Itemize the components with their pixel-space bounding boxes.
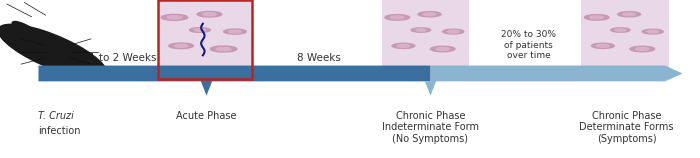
Circle shape (610, 28, 630, 32)
Circle shape (216, 47, 231, 51)
Text: infection: infection (38, 126, 81, 136)
Circle shape (424, 13, 436, 16)
Circle shape (430, 46, 455, 52)
Circle shape (592, 43, 615, 48)
Circle shape (584, 15, 609, 20)
Circle shape (643, 29, 664, 34)
Circle shape (385, 15, 410, 20)
Bar (382, 0, 469, 79)
Circle shape (416, 29, 426, 31)
Polygon shape (425, 66, 682, 96)
Circle shape (590, 16, 603, 19)
Circle shape (617, 12, 640, 17)
Circle shape (419, 12, 441, 17)
Circle shape (229, 30, 241, 33)
Text: 8 Weeks: 8 Weeks (297, 53, 340, 63)
Circle shape (391, 16, 404, 19)
Circle shape (169, 43, 193, 49)
Text: 20% to 30%
of patients
over time: 20% to 30% of patients over time (501, 30, 556, 60)
Circle shape (412, 28, 430, 32)
Circle shape (197, 11, 222, 17)
Text: Chronic Phase
Indeterminate Form
(No Symptoms): Chronic Phase Indeterminate Form (No Sym… (382, 111, 479, 144)
Bar (581, 0, 668, 79)
Circle shape (636, 47, 649, 51)
Bar (158, 0, 252, 79)
Circle shape (161, 14, 188, 20)
Circle shape (443, 29, 464, 34)
Circle shape (647, 30, 659, 33)
Text: Chronic Phase
Determinate Forms
(Symptoms): Chronic Phase Determinate Forms (Symptom… (580, 111, 673, 144)
Circle shape (224, 29, 246, 34)
Ellipse shape (0, 24, 108, 79)
Circle shape (447, 30, 459, 33)
Circle shape (596, 44, 609, 47)
Circle shape (397, 44, 410, 47)
Circle shape (392, 43, 414, 48)
Text: 1 to 2 Weeks: 1 to 2 Weeks (89, 53, 156, 63)
Polygon shape (38, 66, 430, 96)
Circle shape (615, 29, 626, 31)
Circle shape (195, 29, 206, 31)
Circle shape (436, 47, 449, 51)
Ellipse shape (11, 21, 45, 44)
Circle shape (623, 13, 636, 16)
Circle shape (167, 16, 182, 19)
Circle shape (203, 13, 216, 16)
Circle shape (630, 46, 654, 52)
Circle shape (174, 44, 188, 47)
Text: Acute Phase: Acute Phase (176, 111, 237, 121)
Circle shape (190, 28, 211, 32)
Text: T. Cruzi: T. Cruzi (38, 111, 74, 121)
Bar (158, 0, 252, 79)
Circle shape (211, 46, 237, 52)
